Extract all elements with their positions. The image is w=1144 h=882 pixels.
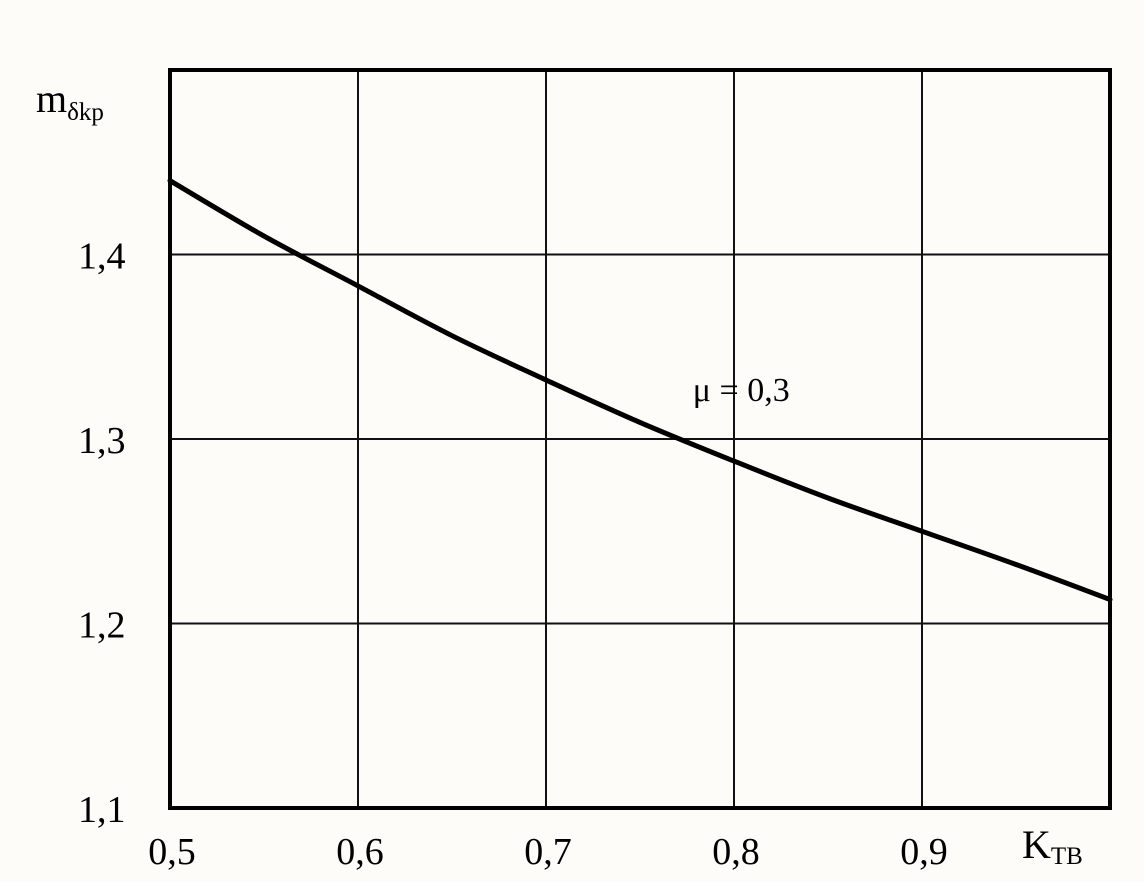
x-tick-label: 0,7 [524, 831, 572, 873]
y-tick-label: 1,2 [78, 605, 126, 647]
x-tick-label: 0,8 [712, 831, 760, 873]
y-tick-label: 1,3 [78, 420, 126, 462]
y-tick-label: 1,1 [78, 789, 126, 831]
x-axis-label: KTB [1022, 822, 1083, 870]
x-axis-label-main: K [1022, 822, 1051, 867]
y-axis-label: mδkp [36, 76, 104, 126]
y-tick-label: 1,4 [78, 236, 126, 278]
series-annotation: μ = 0,3 [693, 372, 790, 409]
plot-frame [168, 68, 1112, 810]
x-axis-label-sub: TB [1051, 843, 1083, 870]
series-line [167, 178, 1113, 602]
grid [170, 70, 1110, 808]
series-layer [167, 178, 1113, 602]
x-tick-labels: 0,5 0,6 0,7 0,8 0,9 [148, 831, 948, 873]
x-tick-label: 0,9 [900, 831, 948, 873]
y-axis-label-sub: δkp [67, 99, 104, 126]
x-tick-label: 0,6 [336, 831, 384, 873]
y-axis-label-main: m [36, 76, 67, 121]
x-tick-label: 0,5 [148, 831, 196, 873]
y-tick-labels: 1,1 1,2 1,3 1,4 [78, 236, 126, 832]
